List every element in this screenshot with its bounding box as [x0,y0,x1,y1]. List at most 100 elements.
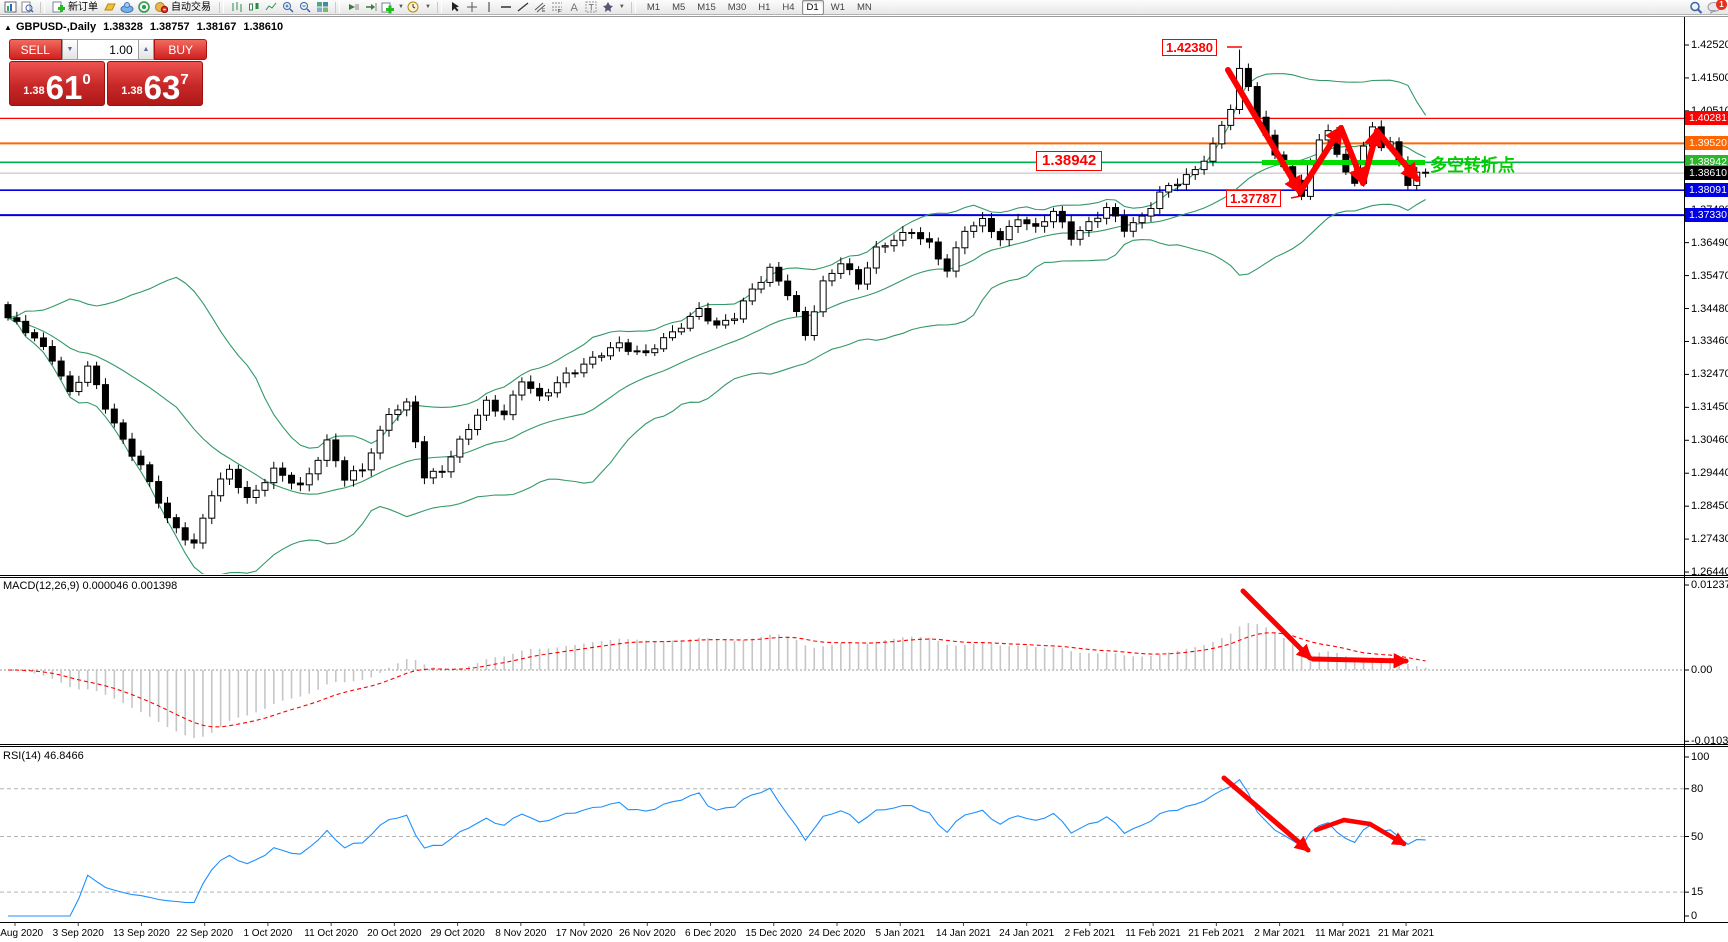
svg-text:E: E [542,8,546,13]
community-icon[interactable] [120,1,134,14]
date-axis-label: 1 Oct 2020 [243,928,293,939]
main-toolbar: 新订单 自动交易 ▼ ▼ E F A T ▼ M1 M5 M15 M30 H1 H4 D1 W… [0,0,1728,15]
buy-price-box[interactable]: 1.38 63 7 [107,61,203,106]
volume-decrease-button[interactable]: ▼ [61,39,79,60]
bar-chart-type-icon[interactable] [230,1,244,14]
pullback-low-label: 1.37787 [1226,190,1281,207]
label-tool-icon[interactable]: T [584,1,598,14]
crosshair-icon[interactable] [465,1,479,14]
sell-button[interactable]: SELL [9,39,62,60]
date-axis-label: 11 Feb 2021 [1125,928,1181,939]
price-level-badge: 1.38091 [1685,183,1728,198]
timeframe-h4[interactable]: H4 [782,1,795,13]
toolbar-separator [335,1,340,13]
chart-high-value: 1.38757 [149,21,190,33]
macd-histogram [16,623,1427,738]
horizontal-line-tool-icon[interactable] [499,1,513,14]
trendline-tool-icon[interactable] [516,1,530,14]
add-indicator-icon[interactable] [380,1,394,14]
pivot-price-label: 1.38942 [1036,151,1103,171]
date-axis-label: 15 Dec 2020 [745,928,803,939]
rsi-axis-label: 15 [1691,886,1704,899]
date-axis-label: 20 Oct 2020 [367,928,422,939]
chart-ohlc-title: GBPUSD-,Daily 1.38328 1.38757 1.38167 1.… [16,21,283,33]
date-axis-label: 29 Oct 2020 [430,928,485,939]
toolbar-separator [630,1,636,13]
chart-window-icon[interactable] [3,1,17,14]
shapes-tool-icon[interactable] [601,1,615,14]
peak-price-label: 1.42380 [1162,39,1217,56]
macd-axis-label: 0.00 [1691,664,1713,676]
timeframe-d1[interactable]: D1 [801,0,824,15]
autotrade-button[interactable]: 自动交易 [171,1,211,13]
chart-low-value: 1.38167 [196,21,237,33]
cursor-icon[interactable] [448,1,462,14]
auto-scroll-icon[interactable] [346,1,360,14]
price-axis-label: 1.35470 [1691,269,1728,282]
price-level-badge: 1.39520 [1685,136,1728,151]
buy-price-sup: 7 [180,71,189,88]
macd-signal-line [7,632,1426,728]
volume-input[interactable]: 1.00 [78,39,138,60]
add-indicator-dropdown-icon[interactable]: ▼ [398,4,404,10]
date-axis-label: 17 Nov 2020 [555,928,613,939]
chart-shift-icon[interactable] [363,1,377,14]
macd-indicator-label: MACD(12,26,9) 0.000046 0.001398 [3,580,178,592]
sell-price-box[interactable]: 1.38 61 0 [9,61,105,106]
tile-windows-icon[interactable] [315,1,329,14]
fibonacci-tool-icon[interactable]: F [550,1,564,14]
timeframe-m5[interactable]: M5 [672,1,686,13]
toolbar-separator [40,1,45,13]
new-order-button[interactable]: 新订单 [68,1,98,13]
timeframe-group: M1 M5 M15 M30 H1 H4 D1 W1 MN [642,0,877,15]
price-level-badge: 1.37330 [1685,208,1728,223]
rsi-axis-label: 50 [1691,830,1704,843]
shapes-dropdown-icon[interactable]: ▼ [618,4,625,10]
price-axis-label: 1.31450 [1691,401,1728,414]
zoom-out-icon[interactable] [298,1,312,14]
period-clock-icon[interactable] [407,1,421,14]
timeframe-w1[interactable]: W1 [830,1,845,13]
date-axis-label: 14 Jan 2021 [935,928,991,939]
turning-point-annotation: 多空转折点 [1430,156,1515,175]
price-axis-label: 1.42520 [1691,39,1728,51]
rsi-line [8,778,1426,917]
text-tool-icon[interactable]: A [567,1,581,14]
deposit-icon[interactable] [103,1,117,14]
rsi-axis-label: 0 [1691,910,1698,922]
notifications-chat-icon[interactable]: 1 [1707,0,1727,14]
price-axis-label: 1.36490 [1691,236,1728,249]
print-preview-icon[interactable] [20,1,34,14]
price-axis-label: 1.33460 [1691,335,1728,348]
zoom-in-icon[interactable] [281,1,295,14]
price-axis-label: 1.29440 [1691,467,1728,480]
buy-button[interactable]: BUY [154,39,207,60]
volume-increase-button[interactable]: ▲ [137,39,155,60]
date-axis-label: 24 Jan 2021 [999,928,1055,939]
timeframe-m30[interactable]: M30 [727,1,747,13]
timeframe-h1[interactable]: H1 [758,1,771,13]
date-axis-label: 26 Nov 2020 [618,928,676,939]
autotrade-icon[interactable] [154,1,168,14]
period-dropdown-icon[interactable]: ▼ [424,4,431,10]
channel-tool-icon[interactable]: E [533,1,547,14]
chart-close-value: 1.38610 [243,21,284,33]
timeframe-mn[interactable]: MN [856,1,872,13]
rsi-axis-label: 100 [1691,751,1710,763]
search-icon[interactable] [1689,1,1703,14]
vertical-line-tool-icon[interactable] [482,1,496,14]
svg-text:A: A [570,2,578,13]
macd-axis-label: -0.010374 [1691,735,1728,748]
timeframe-m15[interactable]: M15 [697,1,716,13]
date-axis-label: 21 Mar 2021 [1377,928,1435,939]
sell-price-prefix: 1.38 [23,85,45,97]
timeframe-m1[interactable]: M1 [646,1,661,13]
date-axis-label: 25 Aug 2020 [0,928,44,939]
candle-chart-type-icon[interactable] [247,1,261,14]
signals-icon[interactable] [137,1,151,14]
rsi-indicator-label: RSI(14) 46.8466 [3,750,84,762]
buy-price-big: 63 [143,69,181,106]
line-chart-type-icon[interactable] [264,1,278,14]
new-order-icon[interactable] [51,1,65,14]
